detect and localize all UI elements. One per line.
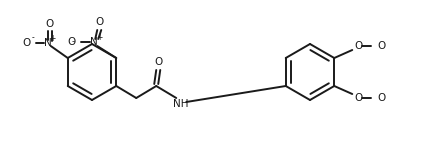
Text: +: + xyxy=(50,33,56,42)
Text: -: - xyxy=(72,37,75,46)
Text: O: O xyxy=(377,41,385,51)
Text: O: O xyxy=(67,37,75,47)
Text: -: - xyxy=(32,33,34,42)
Text: O: O xyxy=(377,93,385,103)
Text: O: O xyxy=(46,19,54,29)
Text: O: O xyxy=(154,57,162,67)
Text: O: O xyxy=(354,41,362,51)
Text: O: O xyxy=(22,38,31,48)
Text: N: N xyxy=(90,37,98,47)
Text: NH: NH xyxy=(174,99,189,109)
Text: N: N xyxy=(44,38,52,48)
Text: O: O xyxy=(354,93,362,103)
Text: +: + xyxy=(96,33,102,41)
Text: O: O xyxy=(95,17,103,27)
